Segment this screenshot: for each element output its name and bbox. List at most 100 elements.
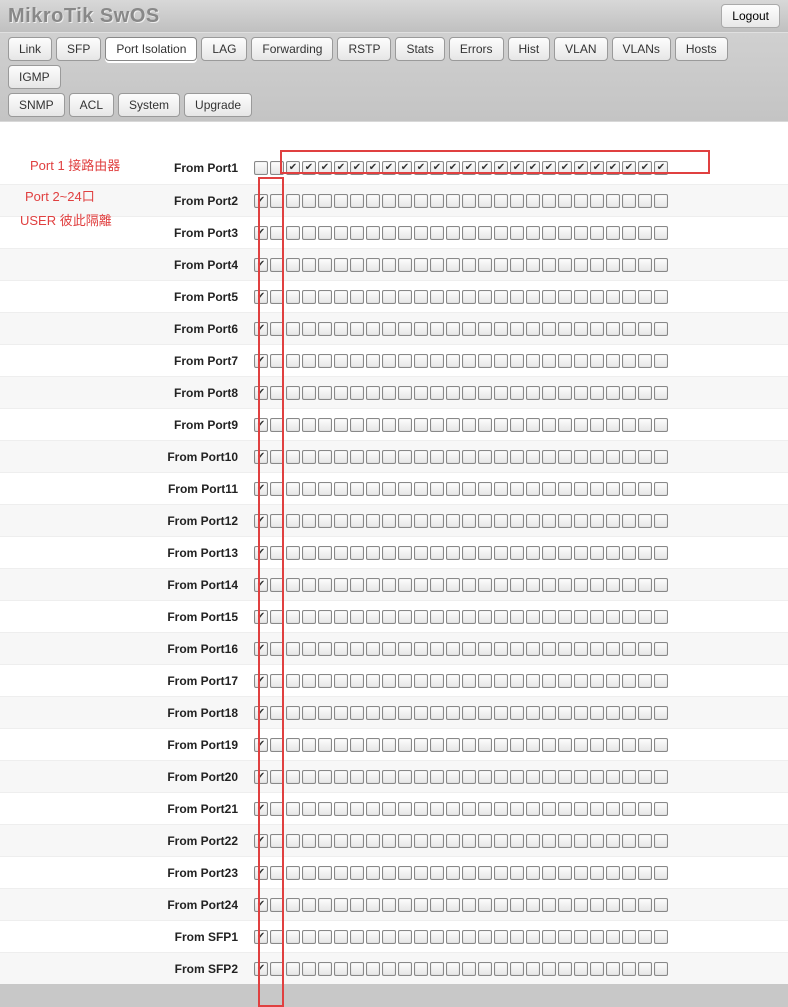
isolation-checkbox[interactable] (494, 450, 508, 464)
isolation-checkbox[interactable] (446, 866, 460, 880)
isolation-checkbox[interactable] (446, 642, 460, 656)
tab-sfp[interactable]: SFP (56, 37, 101, 61)
isolation-checkbox[interactable] (590, 194, 604, 208)
isolation-checkbox[interactable] (318, 514, 332, 528)
isolation-checkbox[interactable] (542, 898, 556, 912)
isolation-checkbox[interactable] (478, 898, 492, 912)
isolation-checkbox[interactable] (254, 610, 268, 624)
isolation-checkbox[interactable] (430, 674, 444, 688)
isolation-checkbox[interactable] (414, 578, 428, 592)
isolation-checkbox[interactable] (254, 866, 268, 880)
isolation-checkbox[interactable] (542, 482, 556, 496)
isolation-checkbox[interactable] (590, 738, 604, 752)
isolation-checkbox[interactable] (574, 642, 588, 656)
isolation-checkbox[interactable] (286, 354, 300, 368)
isolation-checkbox[interactable] (590, 802, 604, 816)
isolation-checkbox[interactable] (270, 354, 284, 368)
isolation-checkbox[interactable] (462, 450, 476, 464)
isolation-checkbox[interactable] (542, 642, 556, 656)
isolation-checkbox[interactable] (270, 290, 284, 304)
isolation-checkbox[interactable] (302, 482, 316, 496)
isolation-checkbox[interactable] (302, 962, 316, 976)
isolation-checkbox[interactable] (478, 610, 492, 624)
isolation-checkbox[interactable] (366, 962, 380, 976)
isolation-checkbox[interactable] (462, 962, 476, 976)
isolation-checkbox[interactable] (606, 450, 620, 464)
isolation-checkbox[interactable] (430, 290, 444, 304)
isolation-checkbox[interactable] (606, 706, 620, 720)
isolation-checkbox[interactable] (654, 610, 668, 624)
isolation-checkbox[interactable] (318, 642, 332, 656)
isolation-checkbox[interactable] (254, 418, 268, 432)
isolation-checkbox[interactable] (382, 322, 396, 336)
isolation-checkbox[interactable] (430, 610, 444, 624)
isolation-checkbox[interactable] (462, 610, 476, 624)
isolation-checkbox[interactable] (430, 578, 444, 592)
isolation-checkbox[interactable] (398, 386, 412, 400)
isolation-checkbox[interactable] (638, 962, 652, 976)
isolation-checkbox[interactable] (526, 866, 540, 880)
isolation-checkbox[interactable] (286, 258, 300, 272)
isolation-checkbox[interactable] (542, 866, 556, 880)
isolation-checkbox[interactable] (398, 450, 412, 464)
isolation-checkbox[interactable] (510, 450, 524, 464)
isolation-checkbox[interactable] (382, 258, 396, 272)
isolation-checkbox[interactable] (606, 258, 620, 272)
isolation-checkbox[interactable] (414, 802, 428, 816)
isolation-checkbox[interactable] (446, 514, 460, 528)
isolation-checkbox[interactable] (574, 738, 588, 752)
isolation-checkbox[interactable] (542, 450, 556, 464)
isolation-checkbox[interactable] (350, 386, 364, 400)
isolation-checkbox[interactable] (318, 546, 332, 560)
isolation-checkbox[interactable] (462, 514, 476, 528)
isolation-checkbox[interactable] (462, 802, 476, 816)
isolation-checkbox[interactable] (494, 898, 508, 912)
isolation-checkbox[interactable] (478, 546, 492, 560)
isolation-checkbox[interactable] (382, 482, 396, 496)
isolation-checkbox[interactable] (286, 418, 300, 432)
isolation-checkbox[interactable] (590, 546, 604, 560)
isolation-checkbox[interactable] (510, 674, 524, 688)
isolation-checkbox[interactable] (558, 386, 572, 400)
isolation-checkbox[interactable] (574, 322, 588, 336)
isolation-checkbox[interactable] (414, 290, 428, 304)
isolation-checkbox[interactable] (654, 962, 668, 976)
isolation-checkbox[interactable] (366, 161, 380, 175)
isolation-checkbox[interactable] (478, 450, 492, 464)
isolation-checkbox[interactable] (286, 898, 300, 912)
isolation-checkbox[interactable] (398, 866, 412, 880)
isolation-checkbox[interactable] (334, 226, 348, 240)
isolation-checkbox[interactable] (526, 161, 540, 175)
isolation-checkbox[interactable] (510, 258, 524, 272)
isolation-checkbox[interactable] (542, 834, 556, 848)
tab-rstp[interactable]: RSTP (337, 37, 391, 61)
isolation-checkbox[interactable] (334, 450, 348, 464)
isolation-checkbox[interactable] (350, 258, 364, 272)
isolation-checkbox[interactable] (558, 834, 572, 848)
isolation-checkbox[interactable] (414, 674, 428, 688)
isolation-checkbox[interactable] (510, 290, 524, 304)
isolation-checkbox[interactable] (654, 898, 668, 912)
isolation-checkbox[interactable] (590, 866, 604, 880)
isolation-checkbox[interactable] (654, 834, 668, 848)
isolation-checkbox[interactable] (606, 930, 620, 944)
isolation-checkbox[interactable] (334, 706, 348, 720)
isolation-checkbox[interactable] (318, 482, 332, 496)
isolation-checkbox[interactable] (270, 322, 284, 336)
isolation-checkbox[interactable] (542, 258, 556, 272)
isolation-checkbox[interactable] (318, 354, 332, 368)
isolation-checkbox[interactable] (606, 962, 620, 976)
isolation-checkbox[interactable] (382, 578, 396, 592)
isolation-checkbox[interactable] (606, 386, 620, 400)
isolation-checkbox[interactable] (478, 418, 492, 432)
isolation-checkbox[interactable] (558, 258, 572, 272)
isolation-checkbox[interactable] (542, 546, 556, 560)
isolation-checkbox[interactable] (334, 834, 348, 848)
isolation-checkbox[interactable] (414, 642, 428, 656)
isolation-checkbox[interactable] (398, 770, 412, 784)
isolation-checkbox[interactable] (446, 418, 460, 432)
isolation-checkbox[interactable] (590, 482, 604, 496)
isolation-checkbox[interactable] (286, 802, 300, 816)
isolation-checkbox[interactable] (558, 802, 572, 816)
isolation-checkbox[interactable] (606, 226, 620, 240)
